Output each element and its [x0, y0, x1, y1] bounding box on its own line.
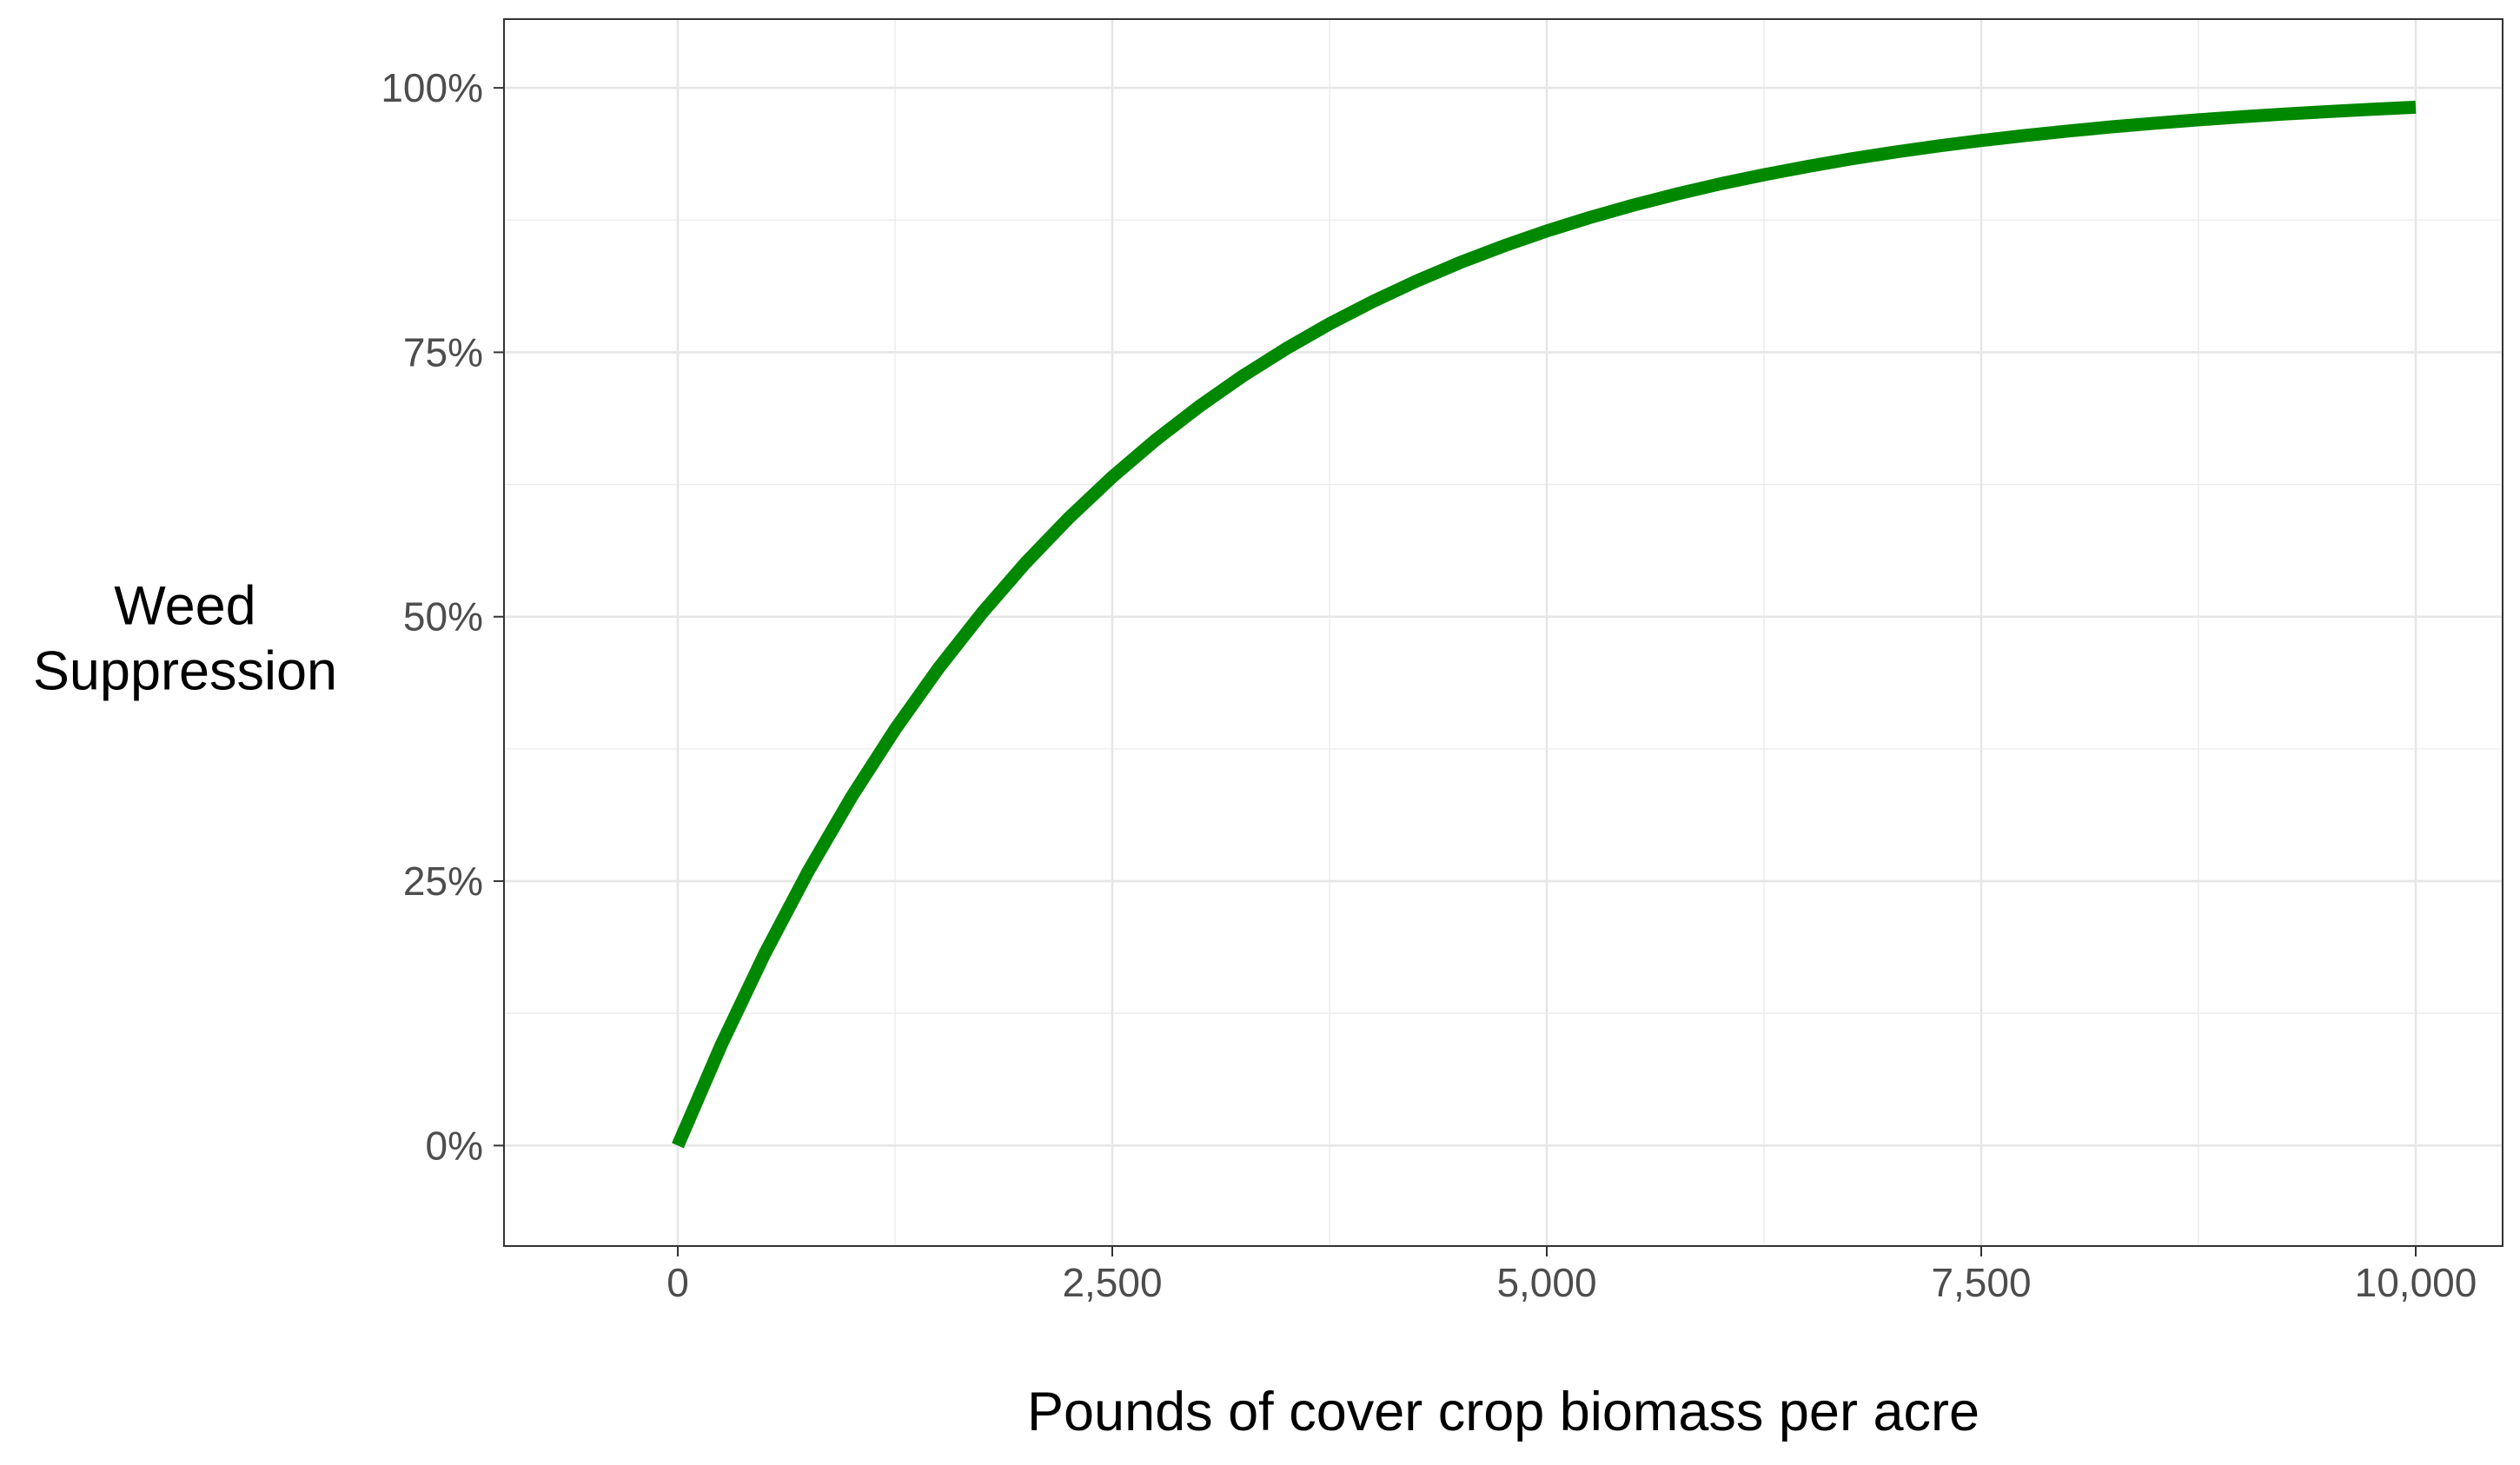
x-tick-label: 7,500 [1931, 1260, 2031, 1305]
series-layer [672, 100, 2417, 1149]
plot-panel-border [503, 18, 2503, 1247]
y-tick-label: 75% [403, 329, 483, 375]
x-tick-label: 0 [666, 1260, 689, 1305]
y-axis-title-line: Suppression [33, 641, 337, 702]
x-tick-label: 10,000 [2355, 1260, 2477, 1305]
y-axis-title: Weed Suppression [33, 576, 337, 702]
y-tick-label: 100% [381, 65, 483, 110]
grid-lines [504, 19, 2503, 1246]
y-tick-label: 0% [426, 1123, 483, 1168]
x-tick-label: 2,500 [1062, 1260, 1162, 1305]
y-axis-title-line: Weed [114, 576, 255, 637]
weed-suppression-line [672, 100, 2417, 1149]
axes: 0 2,500 5,000 7,500 10,000 0% 25% 50% 75% 100% [381, 65, 2477, 1305]
y-tick-label: 25% [403, 858, 483, 904]
axis-titles: Pounds of cover crop biomass per acre We… [33, 576, 1980, 1443]
y-tick-label: 50% [403, 594, 483, 640]
x-axis-title: Pounds of cover crop biomass per acre [1027, 1382, 1980, 1442]
x-tick-label: 5,000 [1496, 1260, 1596, 1305]
